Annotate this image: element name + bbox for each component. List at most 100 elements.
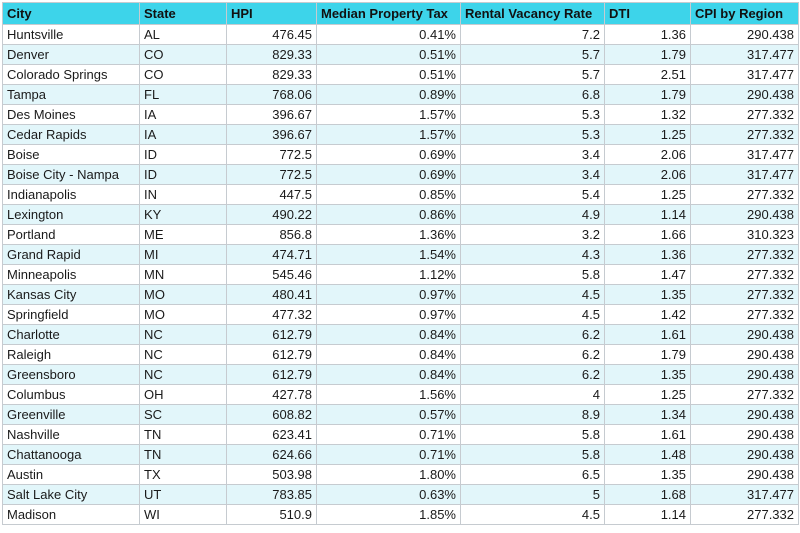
state-cell[interactable]: TN: [139, 444, 227, 465]
median-property-tax-cell[interactable]: 0.63%: [316, 484, 461, 505]
hpi-cell[interactable]: 545.46: [226, 264, 317, 285]
city-cell[interactable]: Portland: [2, 224, 140, 245]
state-cell[interactable]: ME: [139, 224, 227, 245]
rental-vacancy-rate-cell[interactable]: 5: [460, 484, 605, 505]
city-cell[interactable]: Tampa: [2, 84, 140, 105]
city-cell[interactable]: Madison: [2, 504, 140, 525]
median-property-tax-cell[interactable]: 0.84%: [316, 324, 461, 345]
cpi-by-region-cell[interactable]: 290.438: [690, 344, 799, 365]
cpi-by-region-cell[interactable]: 277.332: [690, 124, 799, 145]
hpi-cell[interactable]: 829.33: [226, 64, 317, 85]
cpi-by-region-cell[interactable]: 290.438: [690, 464, 799, 485]
cpi-by-region-cell[interactable]: 277.332: [690, 284, 799, 305]
median-property-tax-cell[interactable]: 1.54%: [316, 244, 461, 265]
city-cell[interactable]: Chattanooga: [2, 444, 140, 465]
rental-vacancy-rate-cell[interactable]: 6.2: [460, 324, 605, 345]
dti-cell[interactable]: 1.34: [604, 404, 691, 425]
median-property-tax-cell[interactable]: 0.85%: [316, 184, 461, 205]
cpi-by-region-cell[interactable]: 290.438: [690, 364, 799, 385]
dti-cell[interactable]: 1.14: [604, 204, 691, 225]
rental-vacancy-rate-cell[interactable]: 6.2: [460, 364, 605, 385]
state-cell[interactable]: CO: [139, 44, 227, 65]
hpi-cell[interactable]: 624.66: [226, 444, 317, 465]
hpi-cell[interactable]: 612.79: [226, 344, 317, 365]
dti-cell[interactable]: 2.06: [604, 164, 691, 185]
city-cell[interactable]: Charlotte: [2, 324, 140, 345]
median-property-tax-cell[interactable]: 0.69%: [316, 164, 461, 185]
hpi-cell[interactable]: 427.78: [226, 384, 317, 405]
median-property-tax-cell[interactable]: 0.84%: [316, 364, 461, 385]
city-cell[interactable]: Boise: [2, 144, 140, 165]
hpi-cell[interactable]: 477.32: [226, 304, 317, 325]
dti-cell[interactable]: 1.66: [604, 224, 691, 245]
rental-vacancy-rate-cell[interactable]: 5.4: [460, 184, 605, 205]
column-header-median-property-tax[interactable]: Median Property Tax: [316, 2, 461, 25]
state-cell[interactable]: UT: [139, 484, 227, 505]
rental-vacancy-rate-cell[interactable]: 6.8: [460, 84, 605, 105]
city-cell[interactable]: Kansas City: [2, 284, 140, 305]
hpi-cell[interactable]: 772.5: [226, 164, 317, 185]
median-property-tax-cell[interactable]: 0.86%: [316, 204, 461, 225]
hpi-cell[interactable]: 510.9: [226, 504, 317, 525]
cpi-by-region-cell[interactable]: 290.438: [690, 444, 799, 465]
hpi-cell[interactable]: 612.79: [226, 324, 317, 345]
median-property-tax-cell[interactable]: 1.57%: [316, 104, 461, 125]
hpi-cell[interactable]: 856.8: [226, 224, 317, 245]
state-cell[interactable]: IA: [139, 124, 227, 145]
city-cell[interactable]: Greenville: [2, 404, 140, 425]
median-property-tax-cell[interactable]: 0.41%: [316, 24, 461, 45]
cpi-by-region-cell[interactable]: 317.477: [690, 164, 799, 185]
rental-vacancy-rate-cell[interactable]: 3.4: [460, 144, 605, 165]
cpi-by-region-cell[interactable]: 277.332: [690, 304, 799, 325]
median-property-tax-cell[interactable]: 1.80%: [316, 464, 461, 485]
state-cell[interactable]: ID: [139, 144, 227, 165]
dti-cell[interactable]: 1.79: [604, 44, 691, 65]
hpi-cell[interactable]: 476.45: [226, 24, 317, 45]
dti-cell[interactable]: 1.36: [604, 244, 691, 265]
dti-cell[interactable]: 1.79: [604, 344, 691, 365]
city-cell[interactable]: Springfield: [2, 304, 140, 325]
cpi-by-region-cell[interactable]: 310.323: [690, 224, 799, 245]
state-cell[interactable]: KY: [139, 204, 227, 225]
hpi-cell[interactable]: 474.71: [226, 244, 317, 265]
cpi-by-region-cell[interactable]: 277.332: [690, 384, 799, 405]
dti-cell[interactable]: 1.25: [604, 184, 691, 205]
state-cell[interactable]: NC: [139, 344, 227, 365]
state-cell[interactable]: MI: [139, 244, 227, 265]
median-property-tax-cell[interactable]: 1.57%: [316, 124, 461, 145]
column-header-state[interactable]: State: [139, 2, 227, 25]
dti-cell[interactable]: 2.06: [604, 144, 691, 165]
dti-cell[interactable]: 1.35: [604, 364, 691, 385]
hpi-cell[interactable]: 480.41: [226, 284, 317, 305]
rental-vacancy-rate-cell[interactable]: 5.7: [460, 64, 605, 85]
hpi-cell[interactable]: 396.67: [226, 104, 317, 125]
hpi-cell[interactable]: 829.33: [226, 44, 317, 65]
state-cell[interactable]: TN: [139, 424, 227, 445]
column-header-dti[interactable]: DTI: [604, 2, 691, 25]
state-cell[interactable]: NC: [139, 324, 227, 345]
state-cell[interactable]: NC: [139, 364, 227, 385]
city-cell[interactable]: Indianapolis: [2, 184, 140, 205]
hpi-cell[interactable]: 623.41: [226, 424, 317, 445]
state-cell[interactable]: IA: [139, 104, 227, 125]
dti-cell[interactable]: 1.25: [604, 124, 691, 145]
city-cell[interactable]: Minneapolis: [2, 264, 140, 285]
city-cell[interactable]: Lexington: [2, 204, 140, 225]
rental-vacancy-rate-cell[interactable]: 7.2: [460, 24, 605, 45]
column-header-hpi[interactable]: HPI: [226, 2, 317, 25]
median-property-tax-cell[interactable]: 0.97%: [316, 284, 461, 305]
hpi-cell[interactable]: 396.67: [226, 124, 317, 145]
median-property-tax-cell[interactable]: 0.84%: [316, 344, 461, 365]
rental-vacancy-rate-cell[interactable]: 4.3: [460, 244, 605, 265]
dti-cell[interactable]: 1.42: [604, 304, 691, 325]
column-header-rental-vacancy-rate[interactable]: Rental Vacancy Rate: [460, 2, 605, 25]
dti-cell[interactable]: 2.51: [604, 64, 691, 85]
state-cell[interactable]: IN: [139, 184, 227, 205]
state-cell[interactable]: MO: [139, 304, 227, 325]
median-property-tax-cell[interactable]: 0.71%: [316, 444, 461, 465]
column-header-cpi-by-region[interactable]: CPI by Region: [690, 2, 799, 25]
state-cell[interactable]: MO: [139, 284, 227, 305]
median-property-tax-cell[interactable]: 0.89%: [316, 84, 461, 105]
state-cell[interactable]: ID: [139, 164, 227, 185]
median-property-tax-cell[interactable]: 1.36%: [316, 224, 461, 245]
